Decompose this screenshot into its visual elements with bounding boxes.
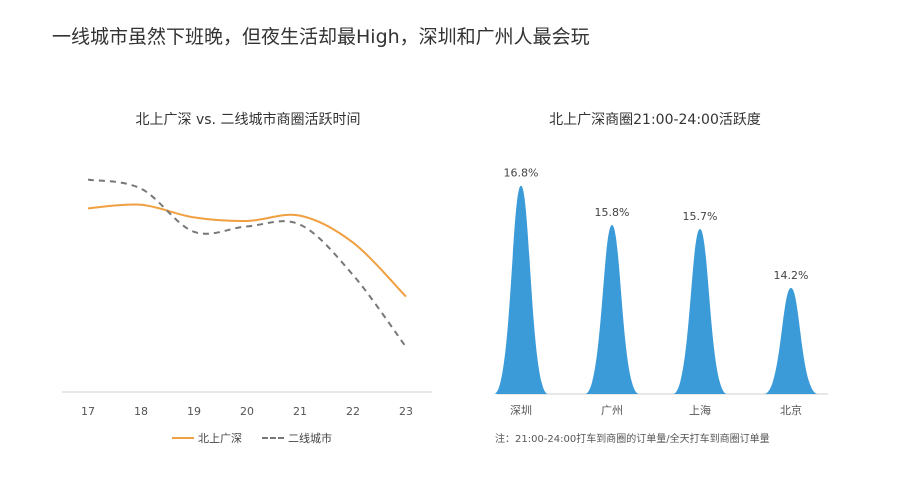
peak-bar-1: [585, 225, 639, 394]
bar-chart-note: 注：21:00-24:00打车到商圈的订单量/全天打车到商圈订单量: [495, 434, 770, 445]
legend-item-tier2: 二线城市: [262, 430, 332, 446]
legend-swatch-tier2: [262, 437, 284, 439]
category-label-2: 上海: [689, 403, 711, 417]
legend-item-tier1: 北上广深: [172, 430, 242, 446]
peak-bar-0: [494, 185, 548, 394]
x-tick-label-18: 18: [134, 405, 148, 418]
data-label-1: 15.8%: [595, 206, 630, 219]
data-label-0: 16.8%: [504, 167, 539, 180]
series-line-tier1: [87, 203, 407, 298]
category-label-0: 深圳: [510, 404, 532, 417]
x-tick-label-19: 19: [187, 405, 201, 418]
legend-label-tier1: 北上广深: [198, 432, 242, 445]
line-chart-legend: 北上广深 二线城市: [172, 430, 352, 446]
bar-chart-title: 北上广深商圈21:00-24:00活跃度: [549, 112, 761, 128]
x-tick-label-23: 23: [399, 405, 413, 418]
data-label-3: 14.2%: [774, 269, 809, 282]
legend-swatch-tier1: [172, 437, 194, 439]
x-tick-label-21: 21: [293, 405, 307, 418]
peak-bar-2: [673, 228, 727, 394]
category-label-1: 广州: [601, 404, 623, 417]
data-label-2: 15.7%: [683, 210, 718, 223]
category-label-3: 北京: [780, 403, 802, 417]
x-tick-label-20: 20: [240, 405, 254, 418]
series-line-tier2: [87, 178, 407, 348]
peak-bar-3: [764, 287, 818, 394]
x-tick-label-22: 22: [346, 405, 360, 418]
legend-label-tier2: 二线城市: [288, 432, 332, 445]
line-chart-title: 北上广深 vs. 二线城市商圈活跃时间: [135, 112, 361, 128]
page-title: 一线城市虽然下班晚，但夜生活却最High，深圳和广州人最会玩: [52, 26, 590, 48]
x-tick-label-17: 17: [81, 405, 95, 418]
